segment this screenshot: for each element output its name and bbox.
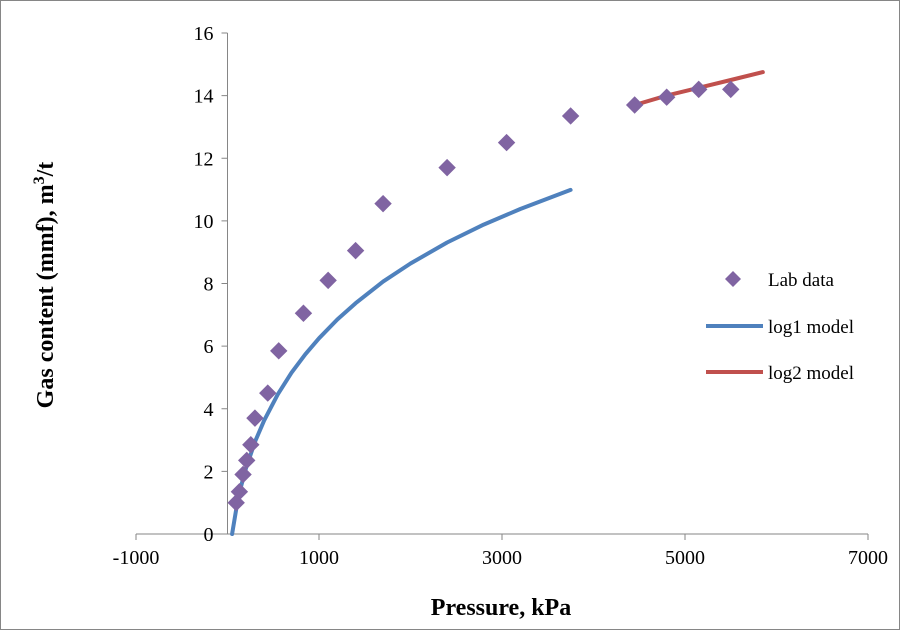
y-axis-title: Gas content (mmf), m3/t: [31, 162, 59, 409]
y-tick-label: 6: [204, 336, 214, 358]
chart-marks: [227, 70, 765, 536]
data-point-diamond: [230, 483, 249, 501]
data-point-diamond: [374, 194, 392, 213]
legend-label: Lab data: [768, 270, 835, 291]
x-tick-label: 1000: [299, 547, 339, 569]
data-point-diamond: [722, 80, 740, 99]
axes: 0 2 4 6 8 10 12 14 16 -1000 1000 3000 5000 7000: [113, 23, 888, 569]
x-tick-label: 7000: [848, 547, 888, 569]
data-point-diamond: [561, 107, 580, 125]
data-point-diamond: [259, 384, 277, 402]
data-point-diamond: [497, 133, 516, 152]
data-point-diamond: [690, 80, 708, 99]
legend-marker-diamond: [725, 271, 741, 287]
x-tick-label: -1000: [113, 547, 160, 569]
data-point-diamond: [319, 271, 337, 290]
y-axis-title-main: Gas content (mmf), m: [33, 184, 59, 408]
x-tick-label: 5000: [665, 547, 705, 569]
data-point-diamond: [625, 96, 644, 114]
x-tick-label: 3000: [482, 547, 522, 569]
data-point-diamond: [234, 465, 252, 484]
data-point-diamond: [242, 436, 260, 454]
data-point-diamond: [270, 342, 288, 360]
legend: Lab data log1 model log2 model: [706, 270, 854, 384]
y-tick-label: 2: [204, 461, 214, 483]
y-tick-label: 10: [194, 211, 214, 233]
y-tick-label: 16: [194, 23, 214, 45]
y-tick-label: 8: [204, 274, 214, 296]
y-tick-label: 12: [194, 148, 214, 170]
y-tick-label: 14: [194, 86, 214, 108]
data-point-diamond: [346, 241, 365, 260]
y-tick-label: 4: [204, 399, 214, 421]
data-point-diamond: [657, 88, 676, 106]
series-line-log1-model: [230, 187, 573, 536]
x-axis-title: Pressure, kPa: [431, 595, 571, 621]
legend-label: log2 model: [768, 363, 854, 384]
legend-label: log1 model: [768, 317, 854, 338]
y-axis-title-unit: /t: [33, 162, 59, 178]
data-point-diamond: [294, 304, 313, 322]
y-axis-title-superscript: 3: [31, 176, 48, 184]
data-point-diamond: [246, 409, 264, 427]
data-point-diamond: [438, 158, 456, 177]
y-tick-label: 0: [204, 524, 214, 546]
data-point-diamond: [238, 451, 256, 470]
